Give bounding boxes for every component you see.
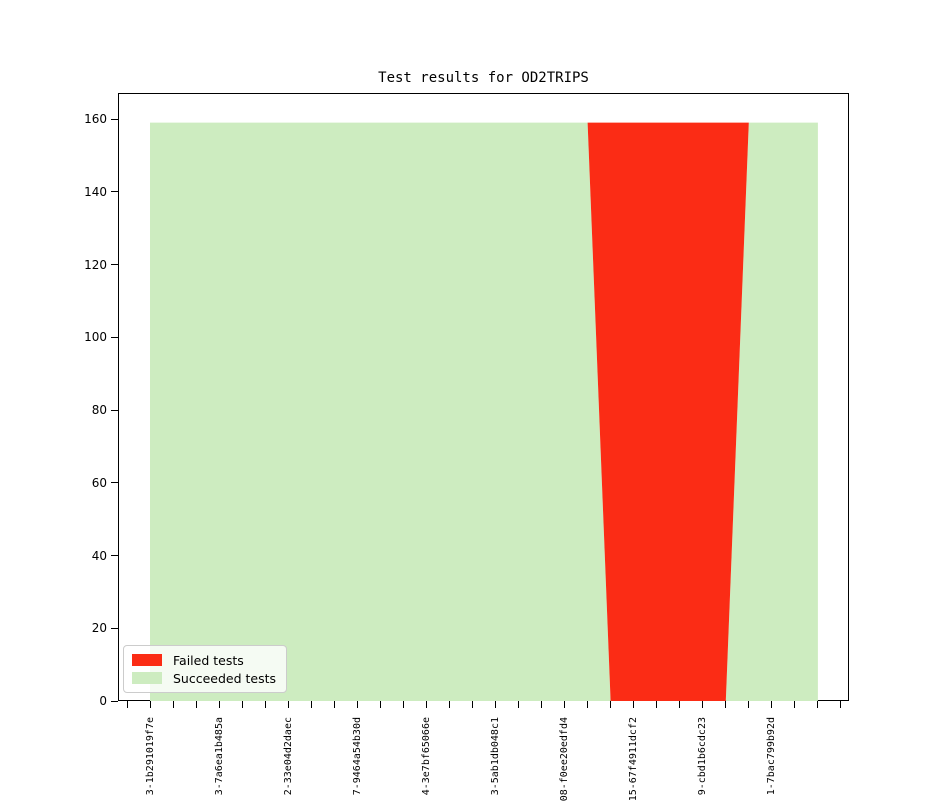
y-tick: [111, 191, 118, 193]
x-tick: [356, 701, 358, 708]
x-tick: [333, 701, 335, 708]
x-tick: [587, 701, 589, 708]
y-tick-label: 40: [91, 548, 107, 563]
y-tick-label: 160: [84, 112, 107, 126]
x-tick: [633, 701, 635, 708]
x-tick: [402, 701, 404, 708]
x-tick: [126, 701, 128, 708]
x-tick-label-text: 2-33e04d2daec: [282, 717, 294, 796]
x-tick: [218, 701, 220, 708]
y-tick: [111, 700, 118, 702]
x-tick: [725, 701, 727, 708]
x-tick: [195, 701, 197, 708]
x-tick: [702, 701, 704, 708]
legend-entry-succeeded: Succeeded tests: [132, 669, 278, 687]
legend-label-failed: Failed tests: [173, 652, 244, 668]
x-tick: [287, 701, 289, 708]
y-tick-label: 140: [84, 184, 107, 199]
x-tick: [840, 701, 842, 708]
x-tick: [518, 701, 519, 708]
x-tick: [264, 701, 266, 708]
x-tick: [241, 701, 243, 708]
x-tick-label-text: 1-7bac799b92d: [766, 717, 778, 796]
x-tick-label-text: 4-3e7bf65066e: [420, 717, 432, 796]
x-tick: [172, 701, 174, 708]
x-tick: [471, 701, 473, 708]
y-tick: [111, 264, 118, 265]
stacked-area-chart: [150, 122, 818, 701]
y-tick-label: 20: [91, 621, 107, 636]
x-tick-label-text: 15-67f4911dcf2: [628, 717, 640, 801]
y-tick: [111, 627, 118, 629]
y-tick: [111, 555, 118, 556]
x-tick-label-text: 08-f0ee20edfd4: [559, 717, 571, 801]
x-tick: [310, 701, 312, 708]
failed-area: [150, 122, 818, 701]
y-tick: [111, 336, 118, 338]
x-tick: [379, 701, 381, 708]
x-tick-label-text: 3-7a6ea1b485a: [213, 717, 225, 796]
y-tick-label: 60: [91, 475, 107, 490]
x-tick: [610, 701, 612, 708]
x-tick-label-text: 3-5ab1db048c1: [489, 717, 501, 796]
x-tick: [771, 701, 773, 708]
legend-label-succeeded: Succeeded tests: [173, 670, 277, 686]
x-tick: [425, 701, 427, 708]
y-tick-label: 0: [99, 694, 107, 708]
y-tick: [111, 118, 118, 120]
succeeded-area: [150, 122, 818, 701]
y-tick: [111, 409, 118, 411]
x-tick: [656, 701, 658, 708]
x-tick: [679, 701, 681, 708]
plot-area: Failed tests Succeeded tests: [118, 93, 849, 701]
y-tick-label: 80: [91, 403, 107, 417]
chart-title: Test results for OD2TRIPS: [378, 70, 589, 86]
y-tick-label: 100: [84, 330, 107, 345]
x-tick-label-text: 7-9464a54b30d: [351, 717, 363, 796]
x-tick: [494, 701, 496, 708]
x-tick: [149, 701, 151, 708]
x-tick: [541, 701, 543, 708]
x-tick: [564, 701, 566, 708]
succeeded-tests-swatch: [132, 672, 162, 684]
legend-entry-failed: Failed tests: [132, 651, 278, 669]
x-tick: [794, 701, 796, 708]
x-tick-label-text: 9-cbd1b6cdc23: [697, 717, 709, 796]
y-tick-label: 120: [84, 257, 107, 272]
x-tick-label-text: 3-1b291019f7e: [144, 717, 156, 796]
x-tick: [448, 701, 450, 708]
y-tick: [111, 482, 118, 484]
failed-tests-swatch: [132, 654, 162, 666]
x-tick: [748, 701, 750, 708]
x-tick: [817, 701, 819, 708]
legend: Failed tests Succeeded tests: [123, 645, 287, 693]
